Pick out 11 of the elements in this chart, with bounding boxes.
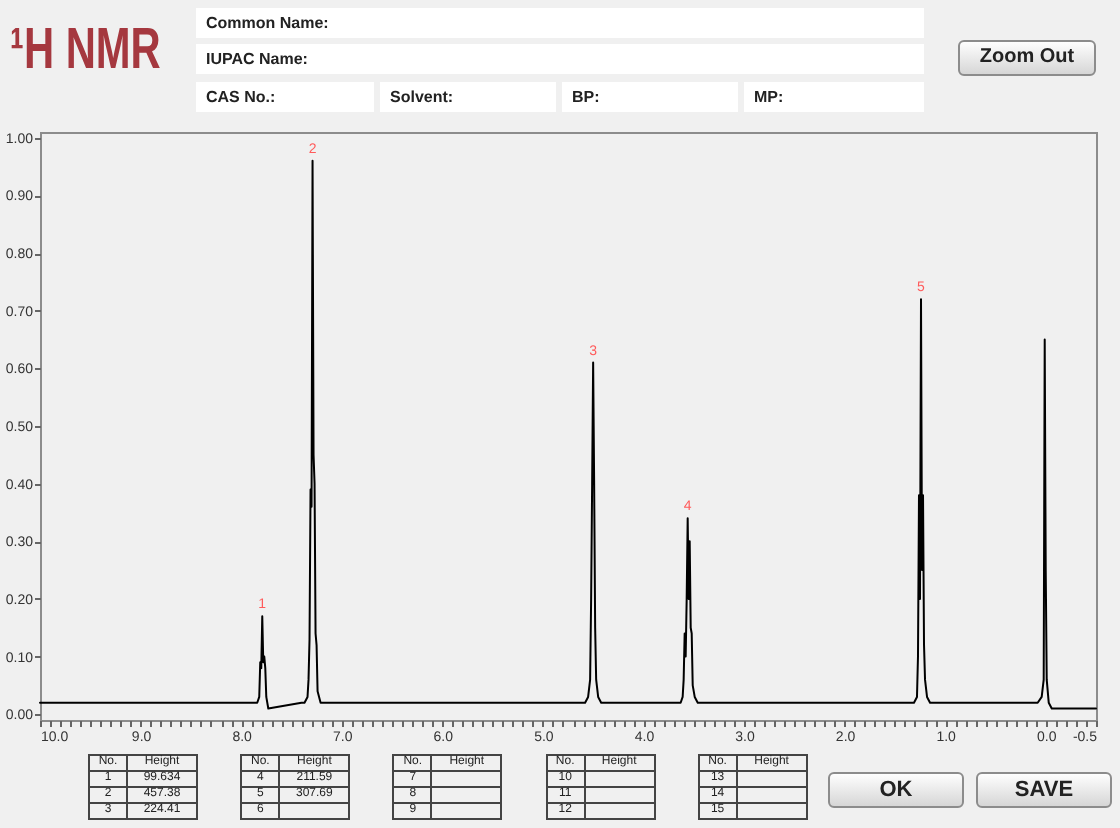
text-field: IUPAC Name: [196, 44, 924, 74]
text-field: Solvent: [380, 82, 556, 112]
button: OK [828, 772, 964, 808]
line-series [39, 159, 1097, 710]
text-field: BP: [562, 82, 738, 112]
chart-title: ¹H NMR [10, 18, 161, 84]
button: Zoom Out [958, 40, 1096, 76]
text-field: MP: [744, 82, 924, 112]
button: SAVE [976, 772, 1112, 808]
text-field: CAS No.: [196, 82, 374, 112]
text-field: Common Name: [196, 8, 924, 38]
